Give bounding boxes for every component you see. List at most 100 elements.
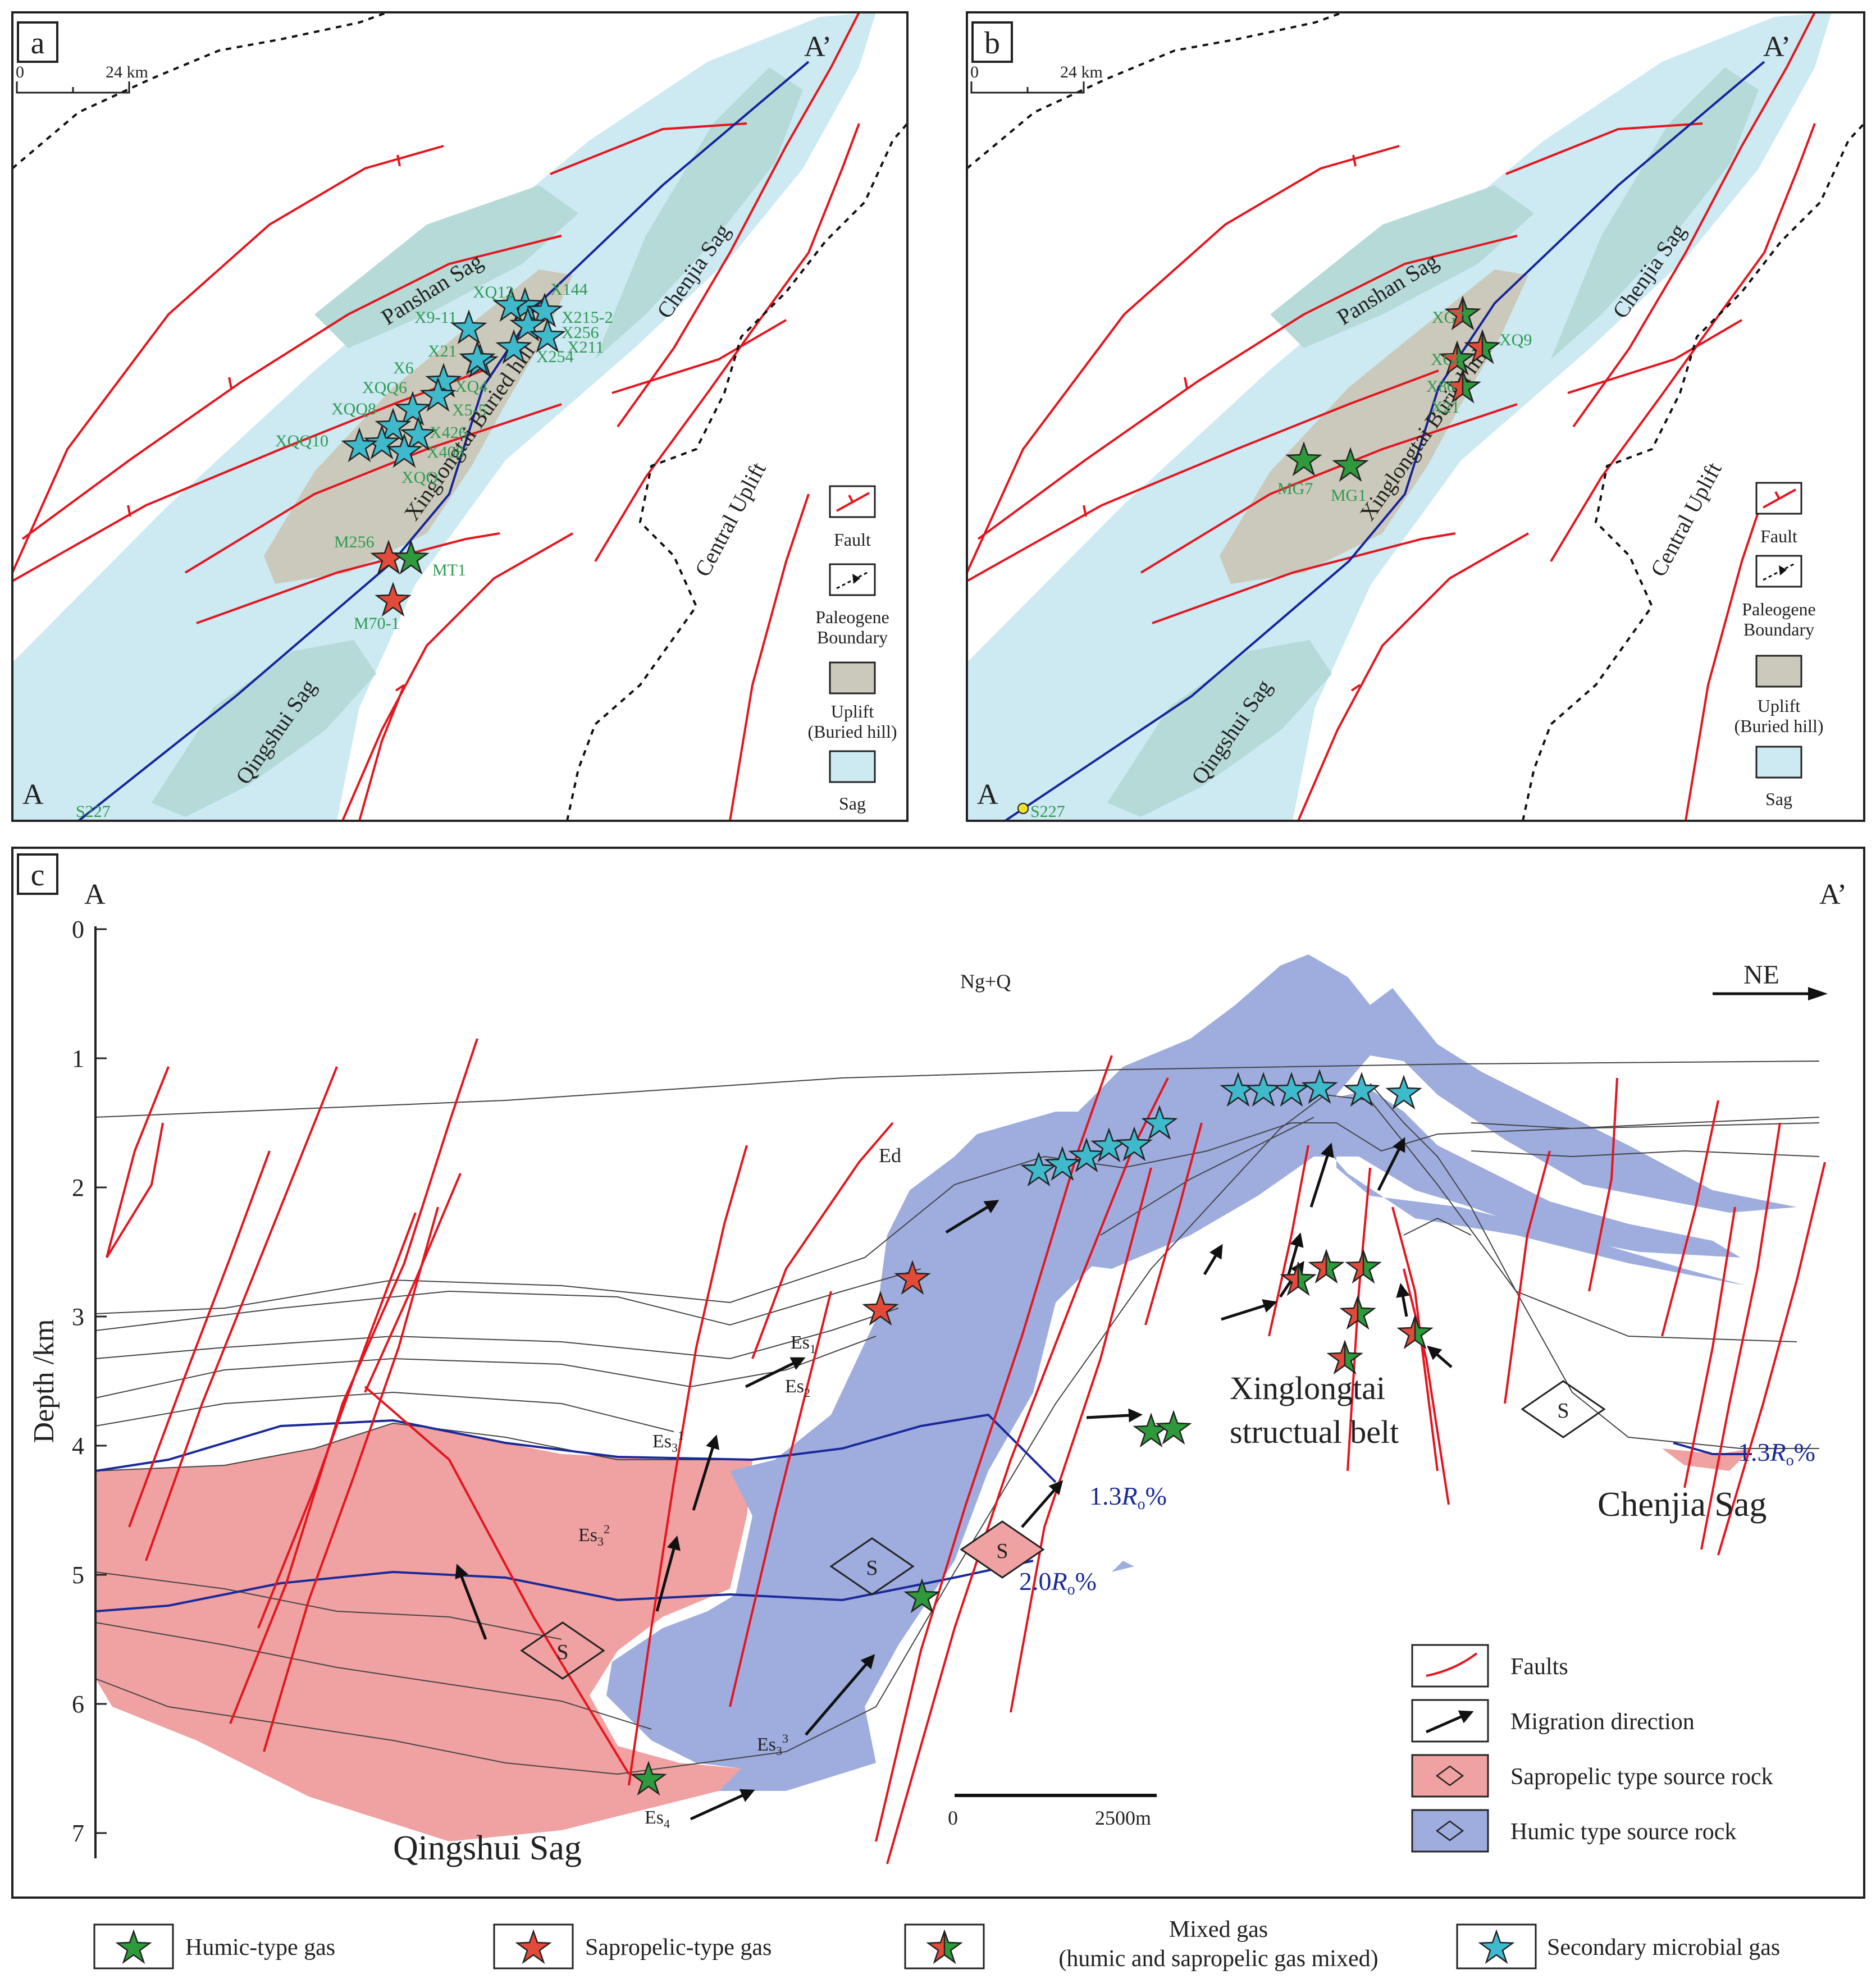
section-end-a-prime: A’ xyxy=(1819,879,1847,911)
well-label: XQ12 xyxy=(473,283,514,301)
ro-label-2-0: 2.0Ro% xyxy=(1019,1567,1097,1598)
well-label: X6 xyxy=(393,359,414,377)
uplift-label-central: Central Uplift xyxy=(690,458,771,581)
deep-sag-qingshui xyxy=(152,640,376,817)
gas-star-mixed xyxy=(1464,329,1501,364)
gas-star-humic xyxy=(1285,441,1322,477)
gas-star-mixed xyxy=(1439,340,1476,376)
gas-legend-sapropelic: Sapropelic-type gas xyxy=(585,1935,772,1960)
gas-star-sapropelic xyxy=(894,1260,931,1295)
source-symbol: S xyxy=(556,1640,568,1664)
panel-a-well-labels: XQ12 X144 X9-11 X215-2 X256 X21 X211 X25… xyxy=(76,280,613,821)
gas-star-microbial xyxy=(1068,1137,1105,1173)
gas-star-microbial xyxy=(529,318,566,353)
legend-buried-hill: (Buried hill) xyxy=(1734,716,1823,736)
scale-zero: 0 xyxy=(970,63,979,81)
gas-star-microbial xyxy=(363,424,400,460)
depth-tick-label: 6 xyxy=(72,1690,84,1718)
formation-es3-2: Es32 xyxy=(578,1522,610,1548)
legend-paleogene: Paleogene xyxy=(815,607,889,627)
gas-star-humic xyxy=(1133,1413,1170,1448)
well-label: X21 xyxy=(1431,398,1460,417)
depth-tick-label: 3 xyxy=(72,1303,84,1331)
deep-sag-chenjia xyxy=(1551,67,1759,359)
panel-frame xyxy=(11,847,1865,1899)
section-legend: Faults Migration direction Sapropelic ty… xyxy=(1411,1644,1773,1853)
fault-ticks xyxy=(1083,154,1361,692)
gas-star-sapropelic xyxy=(375,582,412,617)
gas-star-microbial xyxy=(1273,1072,1310,1107)
legend-boundary: Boundary xyxy=(1743,619,1814,639)
well-label: X256 xyxy=(562,323,599,342)
gas-star-microbial xyxy=(1301,1069,1338,1104)
formation-es3-1: Es31 xyxy=(652,1428,684,1455)
panel-label: a xyxy=(31,26,45,61)
well-label: X144 xyxy=(550,280,588,299)
legend-uplift: Uplift xyxy=(831,701,874,721)
panel-frame xyxy=(966,11,1865,822)
depth-tick-label: 5 xyxy=(72,1561,84,1589)
panel-b-stars xyxy=(1017,295,1501,814)
well-label: X408 xyxy=(427,443,464,461)
gas-star-microbial xyxy=(1478,1929,1515,1964)
section-end-a: A xyxy=(22,779,44,811)
uplift-buried-hill xyxy=(1220,269,1528,584)
gas-star-sapropelic xyxy=(862,1291,899,1326)
faults xyxy=(967,12,1816,821)
gas-star-microbial xyxy=(394,391,431,426)
panel-label-box xyxy=(17,853,58,895)
deep-sag-chenjia xyxy=(595,67,803,359)
gas-legend-microbial: Secondary microbial gas xyxy=(1547,1935,1780,1960)
source-symbol: S xyxy=(1557,1399,1569,1423)
source-marker-sapropelic: S xyxy=(960,1520,1045,1579)
scale-end: 24 km xyxy=(1060,63,1103,81)
gas-star-microbial xyxy=(1343,1072,1380,1107)
gas-star-humic xyxy=(1155,1410,1192,1445)
gas-legend: Humic-type gas Sapropelic-type gas Mixed… xyxy=(93,1917,1780,1972)
gas-star-humic xyxy=(630,1761,667,1796)
label-chenjia-sag: Chenjia Sag xyxy=(1597,1486,1767,1524)
well-label: S227 xyxy=(1030,802,1065,821)
label-structural-belt: structual belt xyxy=(1230,1414,1399,1450)
gas-star-microbial xyxy=(495,329,532,364)
panel-label: b xyxy=(984,26,1000,61)
section-scale-zero: 0 xyxy=(948,1807,958,1829)
well-label: MG7 xyxy=(1277,479,1313,498)
formation-es2: Es2 xyxy=(785,1376,810,1400)
gas-star-mixed xyxy=(1345,1249,1382,1284)
well-label: X5-5 xyxy=(452,401,487,419)
well-label: MT1 xyxy=(432,561,466,579)
well-label: XG8 xyxy=(1431,350,1463,369)
ro-label-chenjia: 1.3Ro% xyxy=(1738,1438,1815,1469)
legend-buried-hill: (Buried hill) xyxy=(807,721,897,742)
depth-axis-title: Depth /km xyxy=(28,1319,60,1443)
well-label: XG7 xyxy=(1432,308,1464,327)
gas-star-microbial xyxy=(509,307,546,342)
well-label: X211 xyxy=(567,338,604,357)
depth-tick-label: 2 xyxy=(72,1174,84,1201)
section-line xyxy=(77,61,810,821)
well-label: M70-1 xyxy=(354,614,400,633)
formation-es3-3: Es33 xyxy=(757,1731,788,1758)
gas-star-microbial xyxy=(386,433,423,468)
fault-ticks xyxy=(127,154,405,692)
well-label: M256 xyxy=(334,533,375,551)
gas-star-microbial xyxy=(341,427,378,463)
legend-migration: Migration direction xyxy=(1510,1709,1695,1735)
ro-isolines xyxy=(95,1413,1752,1612)
panel-b-well-labels: XG7 XQ9 XG8 X86 X21 MG7 MG1 S227 xyxy=(1030,308,1532,821)
sapropelic-source-rock xyxy=(95,1423,752,1841)
gas-star-microbial xyxy=(400,416,437,451)
formation-ed: Ed xyxy=(879,1144,901,1167)
depth-tick-label: 7 xyxy=(72,1820,84,1847)
gas-star-mixed xyxy=(1280,1261,1317,1296)
well-label: X9-11 xyxy=(414,308,457,327)
panel-b-legend: Fault Paleogene Boundary Uplift (Buried … xyxy=(1734,482,1824,809)
ne-arrow-head xyxy=(1808,987,1828,1000)
gas-star-microbial xyxy=(1044,1146,1081,1181)
section-stars xyxy=(630,1069,1434,1796)
panel-a-stars xyxy=(341,287,566,617)
panel-label-box xyxy=(971,21,1013,63)
gas-star-humic xyxy=(1332,447,1369,482)
